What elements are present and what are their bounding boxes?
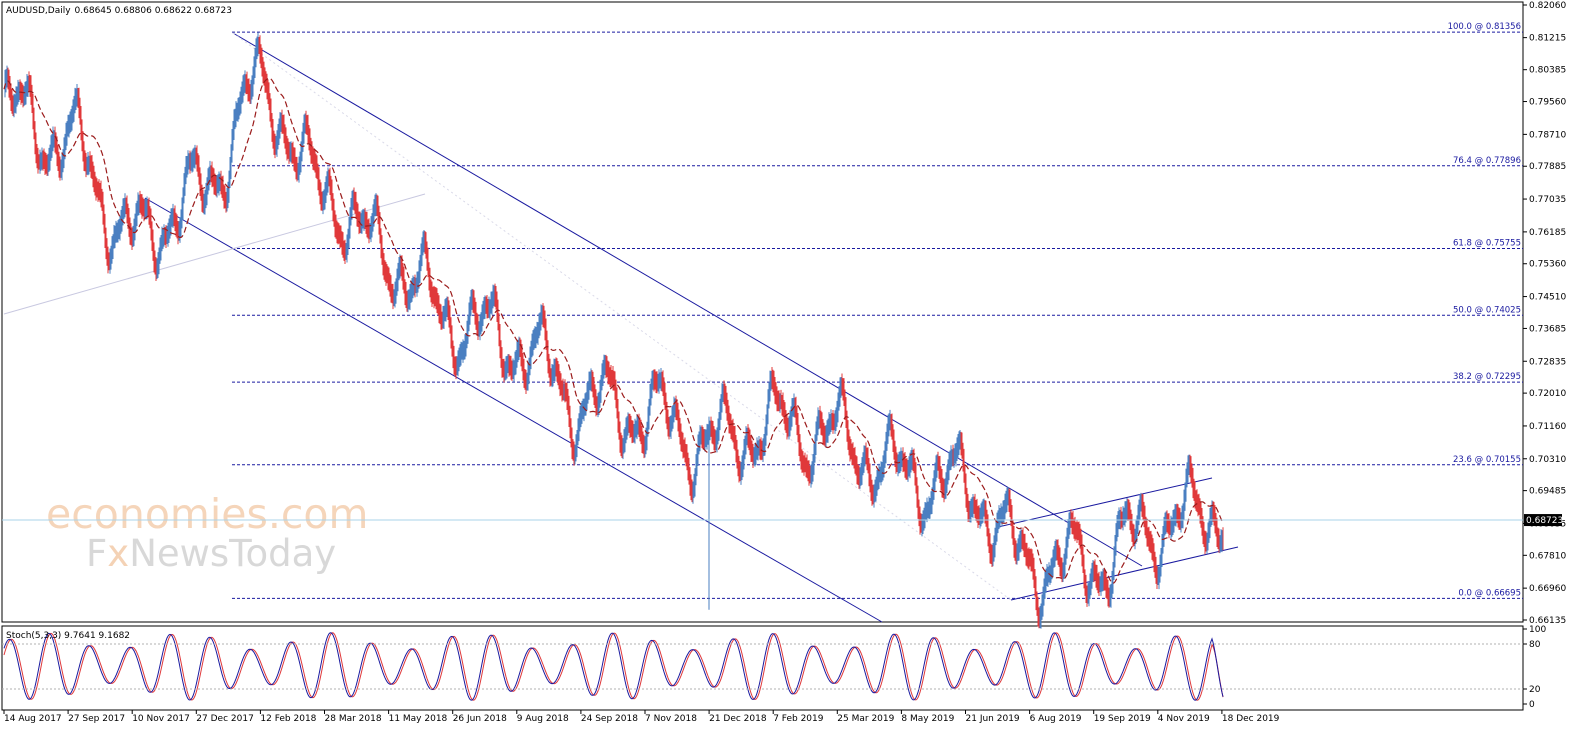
fib-level-label: 76.4 @ 0.77896 [1453, 156, 1521, 166]
ohlc-label: 0.68645 0.68806 0.68622 0.68723 [75, 6, 232, 16]
price-tick-label: 0.77035 [1529, 195, 1566, 205]
price-tick-label: 0.73685 [1529, 324, 1566, 334]
channel-line [1010, 546, 1239, 601]
time-tick-label: 25 Mar 2019 [837, 714, 894, 724]
channel-line [997, 477, 1213, 528]
fib-level-label: 0.0 @ 0.66695 [1458, 588, 1521, 598]
time-tick-label: 28 Mar 2018 [325, 714, 382, 724]
price-tick-label: 0.70310 [1529, 455, 1566, 465]
price-tick-label: 0.78710 [1529, 130, 1566, 140]
price-tick-label: 0.66135 [1529, 616, 1566, 626]
time-tick-label: 24 Sep 2018 [581, 714, 638, 724]
channel-line [3, 193, 426, 315]
main-panel-frame [1, 1, 1524, 623]
price-tick-label: 0.82060 [1529, 1, 1566, 11]
watermark-economies: economies.com [46, 490, 368, 538]
fib-level-label: 100.0 @ 0.81356 [1448, 22, 1521, 32]
watermark-fxnewstoday: FxNewsToday [86, 532, 336, 575]
price-tick-label: 0.71160 [1529, 422, 1566, 432]
stoch-main-line [3, 632, 1224, 701]
time-tick-label: 19 Sep 2019 [1094, 714, 1151, 724]
price-tick-label: 0.72010 [1529, 389, 1566, 399]
price-bars [4, 32, 1224, 629]
time-tick-label: 21 Dec 2018 [709, 714, 767, 724]
price-tick-label: 0.66960 [1529, 584, 1566, 594]
price-tick-label: 0.72835 [1529, 357, 1566, 367]
price-tick-label: 0.76185 [1529, 228, 1566, 238]
current-price-box [1524, 514, 1562, 527]
fib-level-label: 23.6 @ 0.70155 [1453, 455, 1521, 465]
watermark-part-x: x [107, 532, 129, 575]
time-tick-label: 12 Feb 2018 [260, 714, 316, 724]
fib-diagonal [232, 32, 1012, 601]
time-tick-label: 9 Aug 2018 [517, 714, 569, 724]
time-tick-label: 11 May 2018 [389, 714, 448, 724]
channel-line [232, 32, 1143, 567]
time-tick-label: 7 Nov 2018 [645, 714, 697, 724]
price-tick-label: 0.80385 [1529, 66, 1566, 76]
time-tick-label: 27 Sep 2017 [68, 714, 125, 724]
time-tick-label: 27 Dec 2017 [196, 714, 254, 724]
time-tick-label: 6 Aug 2019 [1030, 714, 1082, 724]
stoch-tick-label: 80 [1529, 640, 1541, 650]
symbol-label: AUDUSD,Daily [6, 6, 71, 16]
fib-level-label: 61.8 @ 0.75755 [1453, 238, 1521, 248]
time-tick-label: 14 Aug 2017 [4, 714, 62, 724]
price-tick-label: 0.67810 [1529, 551, 1566, 561]
price-tick-label: 0.74510 [1529, 293, 1566, 303]
fib-level-label: 50.0 @ 0.74025 [1453, 305, 1521, 315]
time-tick-label: 7 Feb 2019 [773, 714, 824, 724]
price-tick-label: 0.79560 [1529, 98, 1566, 108]
stoch-header: Stoch(5,3,3) 9.7641 9.1682 [6, 631, 130, 641]
price-tick-label: 0.77885 [1529, 162, 1566, 172]
ma-line [3, 77, 1224, 584]
time-tick-label: 18 Dec 2019 [1222, 714, 1280, 724]
price-tick-label: 0.81215 [1529, 34, 1566, 44]
time-tick-label: 21 Jun 2019 [966, 714, 1020, 724]
stoch-panel-frame [1, 625, 1524, 711]
current-price-label: 0.68723 [1526, 516, 1563, 526]
watermark-part-f: F [86, 532, 107, 575]
stoch-tick-label: 0 [1529, 700, 1535, 710]
time-tick-label: 26 Jun 2018 [453, 714, 507, 724]
chart-header: AUDUSD,Daily 0.68645 0.68806 0.68622 0.68… [6, 6, 232, 16]
trend-channels [3, 32, 1239, 623]
price-axis: 0.82060 0.81215 0.80385 0.79560 0.78710 0.778… [2, 1, 1566, 710]
price-tick-label: 0.75360 [1529, 260, 1566, 270]
stoch-tick-label: 20 [1529, 685, 1541, 695]
time-tick-label: 4 Nov 2019 [1158, 714, 1210, 724]
stoch-tick-label: 100 [1529, 625, 1546, 635]
watermark-part-news: NewsToday [129, 532, 336, 575]
price-tick-label: 0.69485 [1529, 487, 1566, 497]
moving-average [3, 77, 1224, 584]
time-axis: 14 Aug 2017 27 Sep 2017 10 Nov 2017 27 Dec … [3, 710, 1280, 724]
fib-level-label: 38.2 @ 0.72295 [1453, 372, 1521, 382]
time-tick-label: 8 May 2019 [901, 714, 954, 724]
channel-line [144, 197, 883, 623]
time-tick-label: 10 Nov 2017 [132, 714, 190, 724]
